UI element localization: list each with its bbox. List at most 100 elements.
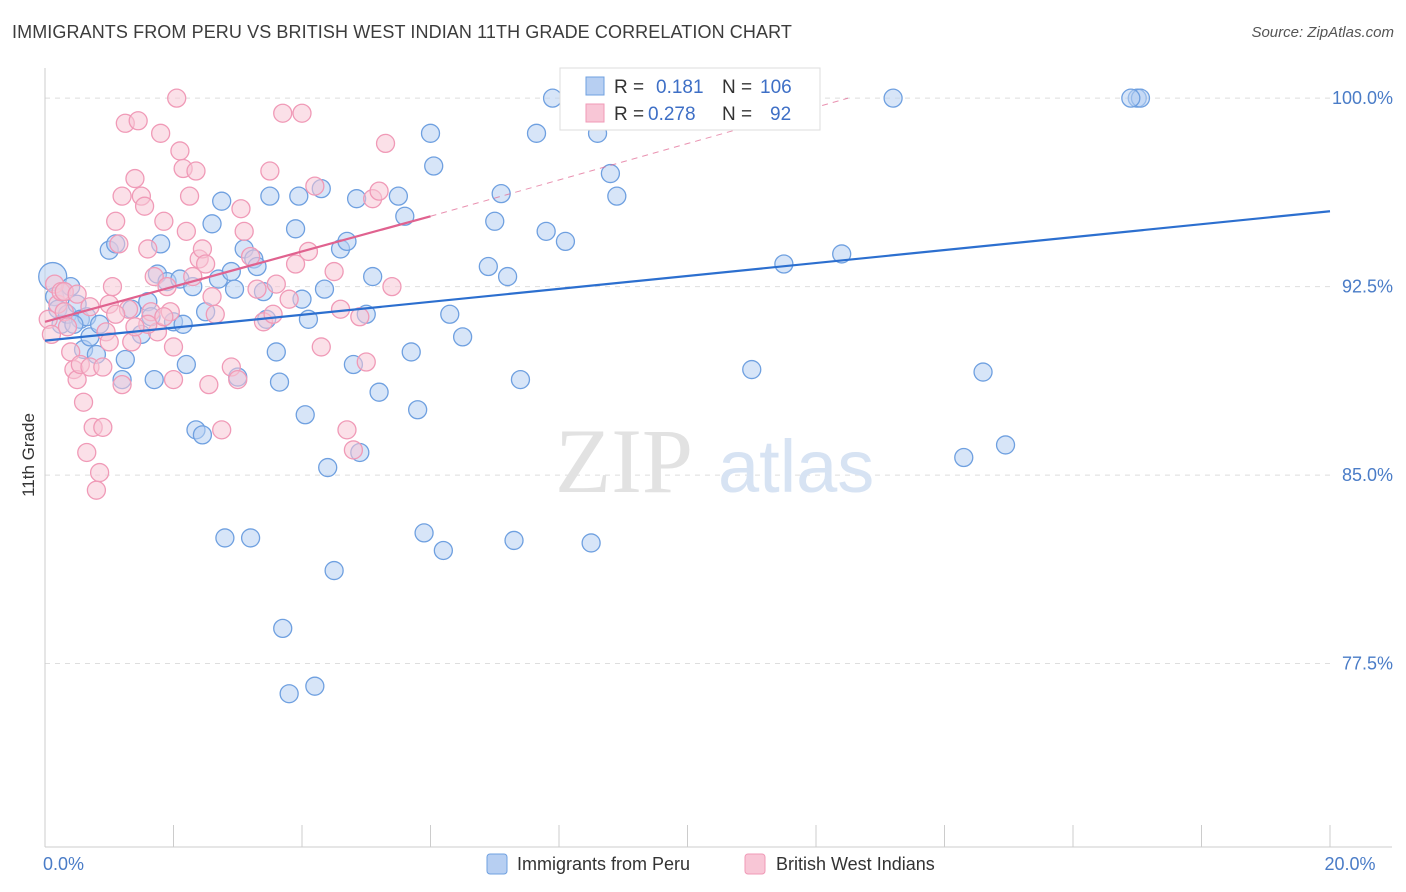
point-bwi-88	[106, 304, 126, 324]
point-bwi-67	[292, 103, 312, 123]
point-bwi-78	[369, 181, 389, 201]
point-bwi-43	[176, 221, 197, 241]
point-bwi-17	[93, 417, 113, 437]
point-bwi-81	[93, 357, 113, 377]
legend-swatch-bwi	[585, 103, 605, 123]
point-bwi-76	[356, 352, 376, 372]
trend-line-peru	[44, 210, 1331, 342]
point-peru-28	[173, 314, 193, 334]
point-peru-70	[388, 186, 409, 206]
point-bwi-12	[77, 442, 97, 463]
point-bwi-59	[247, 279, 267, 299]
point-bwi-22	[109, 234, 129, 254]
series-legend[interactable]: Immigrants from Peru British West Indian…	[486, 853, 935, 875]
point-bwi-69	[305, 176, 325, 196]
point-peru-51	[279, 684, 299, 704]
point-peru-59	[314, 279, 335, 299]
point-bwi-50	[199, 374, 219, 395]
point-peru-52	[285, 219, 306, 239]
legend-r-label-bwi: R =	[614, 104, 644, 125]
point-bwi-82	[99, 332, 119, 352]
point-peru-90	[581, 533, 601, 553]
point-bwi-52	[205, 304, 225, 324]
point-bwi-16	[89, 462, 110, 483]
point-peru-99	[973, 362, 993, 382]
point-peru-100	[995, 435, 1016, 455]
point-bwi-30	[134, 196, 155, 216]
point-bwi-75	[350, 307, 370, 327]
point-bwi-65	[279, 289, 299, 309]
point-peru-76	[424, 156, 444, 176]
point-peru-94	[742, 359, 762, 380]
legend-r-label-peru: R =	[614, 77, 644, 98]
point-peru-103	[1121, 88, 1141, 108]
point-peru-36	[212, 191, 232, 211]
point-bwi-46	[186, 161, 206, 181]
point-bwi-31	[138, 239, 158, 259]
point-peru-73	[407, 400, 428, 420]
trend-line-bwi	[44, 215, 431, 323]
tick-labels: 100.0% 92.5% 85.0% 77.5% 0.0% 20.0%	[43, 88, 1393, 874]
point-peru-98	[954, 447, 974, 468]
series-legend-swatch-peru	[486, 853, 508, 875]
point-peru-86	[526, 123, 547, 143]
point-bwi-83	[112, 374, 132, 395]
point-bwi-20	[102, 276, 123, 297]
point-bwi-64	[273, 103, 293, 123]
point-peru-48	[266, 342, 286, 362]
point-peru-17	[115, 349, 135, 370]
point-peru-95	[774, 254, 794, 274]
point-bwi-55	[228, 369, 248, 390]
point-bwi-40	[167, 88, 187, 108]
point-bwi-39	[163, 337, 184, 357]
point-bwi-73	[337, 420, 357, 440]
point-peru-50	[273, 618, 293, 639]
legend-swatch-peru	[585, 76, 605, 96]
series-bwi-points	[38, 88, 402, 500]
point-peru-74	[414, 523, 434, 543]
point-bwi-56	[231, 199, 251, 219]
chart-title: IMMIGRANTS FROM PERU VS BRITISH WEST IND…	[12, 22, 792, 42]
y-tick-label-3: 77.5%	[1342, 654, 1393, 674]
legend-r-value-bwi: 0.278	[648, 104, 696, 125]
point-peru-82	[491, 183, 511, 204]
point-peru-75	[420, 123, 441, 143]
point-bwi-74	[343, 440, 364, 460]
point-bwi-11	[73, 392, 94, 412]
point-bwi-41	[170, 141, 190, 161]
source-label: Source: ZipAtlas.com	[1251, 24, 1394, 41]
x-tick-label-0: 0.0%	[43, 854, 84, 874]
stats-legend[interactable]: R = 0.181 N = 106 R = 0.278 N = 92	[559, 67, 821, 131]
series-legend-label-peru: Immigrants from Peru	[517, 854, 690, 874]
point-bwi-21	[106, 211, 126, 231]
point-bwi-36	[154, 211, 174, 231]
series-legend-label-bwi: British West Indians	[776, 854, 935, 874]
y-tick-label-2: 85.0%	[1342, 465, 1393, 485]
point-peru-96	[832, 244, 852, 264]
point-peru-32	[192, 425, 213, 445]
series-peru-points	[38, 88, 1151, 704]
point-bwi-49	[195, 254, 216, 274]
y-axis-label: 11th Grade	[19, 413, 38, 497]
point-peru-72	[401, 342, 421, 362]
watermark: ZIP atlas	[555, 410, 874, 512]
point-bwi-70	[311, 337, 331, 357]
point-peru-53	[289, 186, 309, 206]
point-bwi-23	[112, 186, 132, 206]
point-peru-65	[346, 189, 367, 209]
point-bwi-91	[154, 307, 174, 327]
series-legend-swatch-bwi	[744, 853, 766, 875]
point-peru-78	[440, 304, 460, 324]
point-bwi-27	[125, 168, 145, 189]
point-peru-39	[224, 279, 245, 299]
point-peru-97	[883, 88, 903, 108]
point-bwi-51	[202, 287, 222, 307]
point-bwi-90	[163, 369, 184, 390]
point-peru-57	[305, 676, 325, 696]
point-peru-42	[240, 528, 261, 548]
point-peru-81	[485, 211, 505, 231]
point-peru-55	[295, 405, 315, 425]
x-tick-label-1: 20.0%	[1324, 854, 1375, 874]
point-peru-68	[363, 266, 383, 287]
